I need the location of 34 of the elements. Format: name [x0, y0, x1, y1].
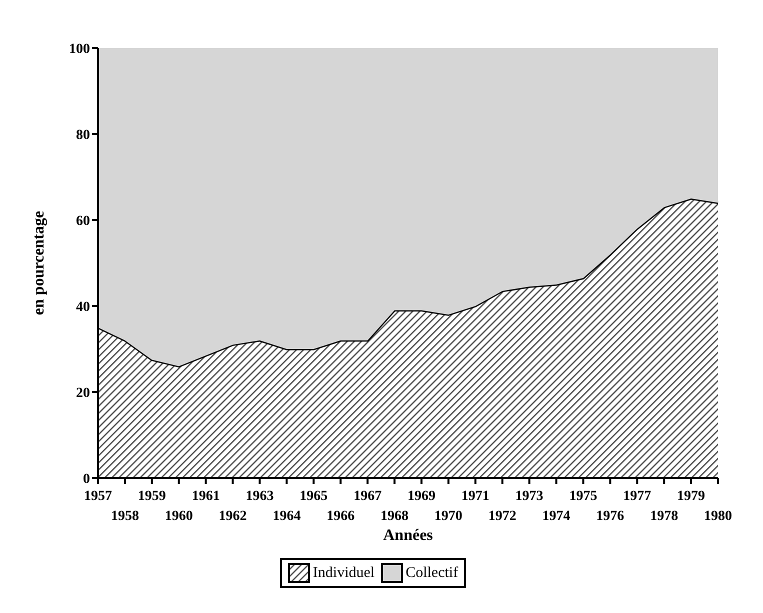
x-tick-label: 1979 [677, 489, 706, 504]
x-tick-label: 1961 [192, 489, 220, 504]
y-tick-label: 60 [76, 214, 90, 229]
x-tick-label: 1978 [650, 509, 678, 524]
x-tick-label: 1960 [164, 509, 193, 524]
x-tick-label: 1967 [354, 489, 382, 504]
x-tick-label: 1962 [218, 509, 247, 524]
x-tick-label: 1976 [596, 509, 624, 524]
x-tick-label: 1964 [272, 509, 301, 524]
x-tick-label: 1977 [623, 489, 652, 504]
x-tick-label: 1963 [246, 489, 274, 504]
x-tick-label: 1973 [515, 489, 544, 504]
x-tick-label: 1970 [434, 509, 462, 524]
y-tick-label: 20 [76, 386, 90, 401]
x-tick-label: 1974 [542, 509, 570, 524]
x-tick-label: 1980 [704, 509, 732, 524]
y-tick-label: 0 [83, 472, 90, 487]
x-tick-label: 1972 [488, 509, 516, 524]
y-axis-title: en pourcentage [30, 210, 48, 316]
x-tick-label: 1971 [461, 489, 490, 504]
y-tick-label: 100 [69, 42, 90, 57]
y-tick-label: 40 [76, 300, 90, 315]
x-tick-label: 1965 [300, 489, 328, 504]
x-tick-label: 1959 [138, 489, 166, 504]
legend-label: Individuel [312, 564, 375, 582]
x-tick-label: 1966 [326, 509, 355, 524]
x-tick-label: 1969 [407, 489, 436, 504]
legend-label: Collectif [406, 564, 458, 582]
x-tick-label: 1968 [380, 509, 409, 524]
x-tick-label: 1958 [110, 509, 139, 524]
y-tick-label: 80 [76, 128, 90, 143]
x-tick-label: 1957 [84, 489, 112, 504]
x-axis-title: Années [383, 527, 433, 544]
x-tick-label: 1975 [569, 489, 598, 504]
